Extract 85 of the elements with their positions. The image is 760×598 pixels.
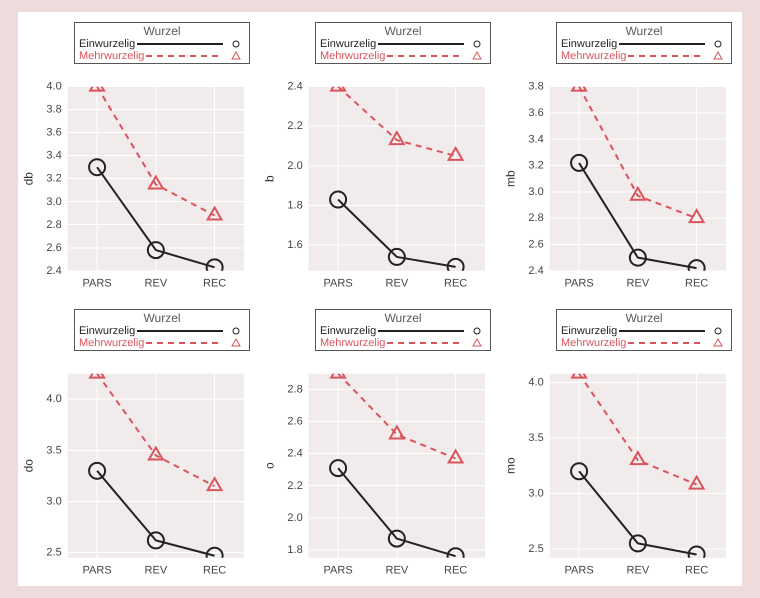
y-tick-label: 2.2: [287, 480, 303, 492]
y-tick-label: 2.0: [287, 512, 303, 524]
x-tick-label: REC: [203, 277, 226, 290]
y-tick-label: 2.2: [287, 120, 303, 132]
text: Mehrwurzelig: [561, 337, 626, 349]
x-tick-label: REV: [626, 277, 650, 290]
text: Mehrwurzelig: [320, 337, 386, 349]
y-tick-label: 2.5: [46, 546, 62, 559]
y-tick-label: 1.8: [287, 199, 303, 212]
y-tick-label: 3.2: [46, 172, 62, 185]
y-tick-label: 2.8: [287, 384, 303, 396]
y-tick-label: 2.8: [528, 212, 544, 224]
x-tick-label: PARS: [564, 564, 594, 576]
legend-title: Wurzel: [624, 24, 664, 38]
x-tick-label: PARS: [324, 277, 353, 290]
y-tick-label: 4.0: [46, 393, 62, 406]
point: [688, 209, 705, 224]
y-tick-label: 4.0: [528, 376, 544, 389]
y-tick-label: 2.4: [287, 80, 303, 93]
legend-title: Wurzel: [624, 311, 664, 325]
y-tick-label: 3.6: [528, 106, 544, 119]
text: Einwurzelig: [79, 325, 136, 337]
x-tick-label: REC: [685, 277, 708, 290]
legend-title: Wurzel: [383, 24, 423, 38]
legend-title: Wurzel: [142, 311, 182, 325]
point: [88, 158, 106, 176]
text: Einwurzelig: [561, 38, 618, 50]
y-tick-label: 2.4: [46, 264, 62, 277]
y-tick-label: 3.0: [46, 496, 62, 508]
x-tick-label: PARS: [564, 277, 594, 290]
y-tick-label: 1.6: [287, 239, 303, 252]
y-tick-label: 3.6: [46, 126, 62, 139]
x-tick-label: REV: [626, 564, 650, 576]
text: Einwurzelig: [320, 38, 376, 50]
text: Einwurzelig: [79, 38, 136, 50]
text: Mehrwurzelig: [79, 50, 144, 62]
point: [688, 476, 705, 490]
text: Mehrwurzelig: [561, 50, 626, 62]
x-tick-label: PARS: [82, 277, 112, 290]
y-tick-label: 2.8: [46, 218, 62, 231]
y-tick-label: 2.6: [528, 238, 544, 251]
y-tick-label: 1.8: [287, 544, 303, 556]
y-tick-label: 3.2: [528, 160, 544, 172]
y-tick-label: 3.0: [528, 487, 544, 500]
y-tick-label: 3.5: [528, 432, 544, 444]
y-tick-label: 2.6: [287, 416, 303, 428]
y-tick-label: 2.6: [46, 242, 62, 254]
point: [206, 206, 223, 221]
y-tick-label: 3.4: [528, 133, 544, 146]
x-tick-label: REV: [144, 277, 168, 290]
y-tick-label: 3.8: [46, 104, 62, 116]
y-tick-label: 3.0: [46, 196, 62, 208]
y-tick-label: 2.0: [287, 160, 303, 172]
text: Mehrwurzelig: [320, 50, 386, 62]
point: [570, 154, 588, 172]
x-tick-label: REC: [444, 277, 468, 290]
x-tick-label: REV: [386, 564, 409, 576]
x-tick-label: REV: [386, 277, 409, 290]
text: Einwurzelig: [561, 325, 618, 337]
y-tick-label: 3.0: [528, 186, 544, 198]
y-tick-label: 2.4: [528, 264, 544, 277]
text: Einwurzelig: [320, 325, 376, 337]
legend-title: Wurzel: [383, 311, 423, 325]
x-tick-label: PARS: [324, 564, 353, 576]
legend-title: Wurzel: [142, 24, 182, 38]
y-axis-title: mo: [504, 457, 518, 474]
point: [570, 462, 588, 480]
point: [630, 186, 646, 201]
y-tick-label: 2.5: [528, 542, 544, 555]
x-tick-label: REC: [685, 564, 708, 576]
y-tick-label: 2.4: [287, 448, 303, 460]
x-tick-label: PARS: [82, 564, 112, 576]
y-axis-title: mb: [504, 170, 518, 188]
x-tick-label: REV: [144, 564, 168, 576]
y-tick-label: 3.4: [46, 150, 62, 162]
x-tick-label: REC: [444, 564, 468, 576]
y-axis-title: db: [22, 172, 36, 186]
y-tick-label: 3.8: [528, 80, 544, 93]
y-axis-title: do: [22, 458, 36, 472]
y-axis-title: o: [262, 462, 277, 470]
x-tick-label: REC: [203, 564, 226, 576]
y-tick-label: 4.0: [46, 80, 62, 93]
y-tick-label: 3.5: [46, 444, 62, 456]
text: Mehrwurzelig: [79, 337, 144, 349]
y-axis-title: b: [262, 175, 277, 182]
